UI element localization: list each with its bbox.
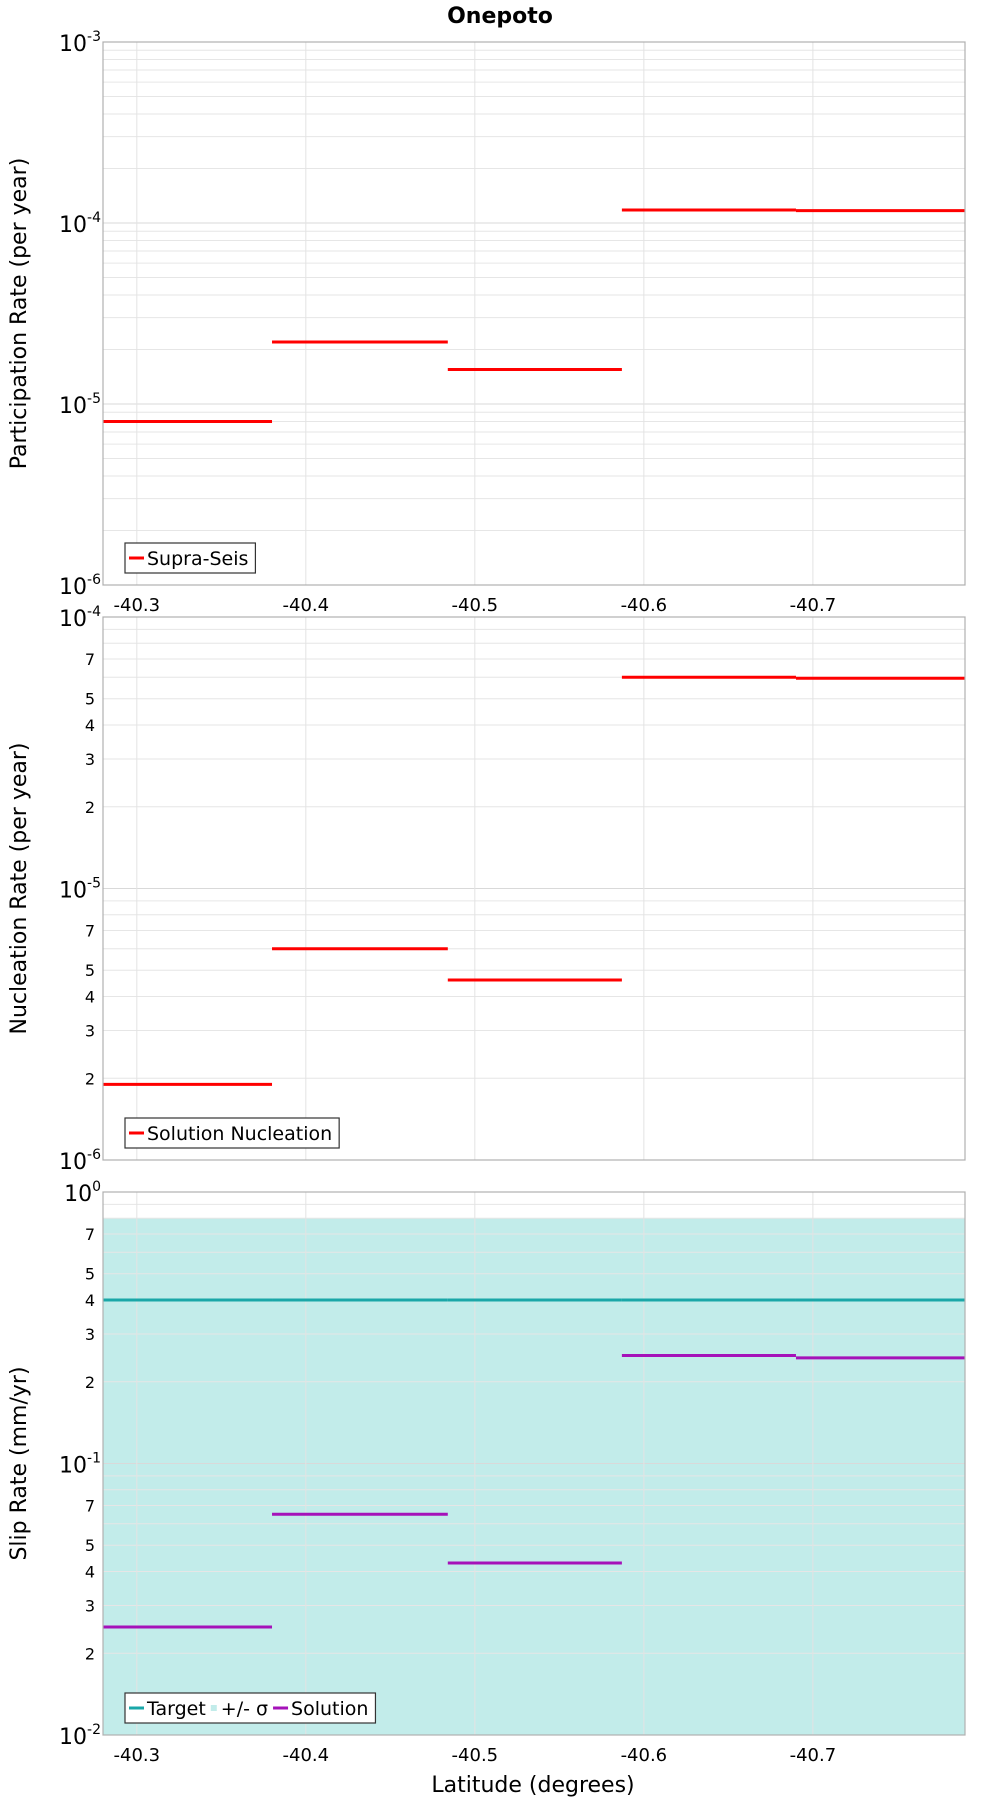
- y-tick-label: 4: [85, 1291, 95, 1310]
- y-tick-label: 10-4: [59, 604, 101, 632]
- panels: 10-6 10-5 10-4 10-3 -40.3 -40.4 -40.5 -40.6 -40.…: [7, 29, 966, 1766]
- x-tick-label: -40.3: [114, 595, 161, 616]
- y-tick-label: 7: [85, 922, 95, 941]
- y-tick-label: 2: [85, 1373, 95, 1392]
- y-tick-label: 10-2: [59, 1722, 101, 1750]
- y-tick-label: 7: [85, 1225, 95, 1244]
- x-tick-label: -40.7: [790, 1745, 837, 1766]
- sigma-band: [103, 1218, 965, 1735]
- legend-label: Solution Nucleation: [147, 1123, 332, 1145]
- y-axis-label: Nucleation Rate (per year): [7, 743, 32, 1035]
- plot-frame: [102, 616, 966, 1161]
- y-tick-label: 2: [85, 1069, 95, 1088]
- series-solution: [103, 1353, 965, 1629]
- panel-2: 10-6 2 3 4 5 7 10-5 2 3 4 5 7 10-4 Nucleation Rate (p…: [7, 604, 966, 1175]
- x-tick-label: -40.4: [283, 595, 330, 616]
- chart-title: Onepoto: [447, 4, 553, 29]
- plot-frame: [102, 41, 966, 586]
- series-solution-nucleation: [103, 675, 965, 1086]
- legend-label: Supra-Seis: [147, 548, 248, 570]
- y-tick-label: 5: [85, 690, 95, 709]
- legend-item: +/- σ: [210, 1698, 268, 1720]
- legend-box: [124, 1117, 340, 1149]
- y-tick-label: 4: [85, 988, 95, 1007]
- y-tick-label: 10-3: [59, 29, 101, 57]
- panel-1: 10-6 10-5 10-4 10-3 -40.3 -40.4 -40.5 -40.6 -40.…: [7, 29, 966, 616]
- x-tick-label: -40.3: [114, 1745, 161, 1766]
- legend-swatch: [210, 1705, 217, 1711]
- y-tick-label: 10-6: [59, 1147, 101, 1175]
- y-tick-label: 3: [85, 1021, 95, 1040]
- x-tick-label: -40.6: [621, 1745, 668, 1766]
- y-tick-label: 4: [85, 716, 95, 735]
- y-tick-label: 10-6: [59, 572, 101, 600]
- series-supra-seis: [103, 208, 965, 424]
- y-axis-label: Slip Rate (mm/yr): [7, 1366, 32, 1560]
- legend: Supra-Seis: [124, 542, 257, 574]
- y-tick-label: 10-1: [59, 1451, 101, 1479]
- y-tick-label: 7: [85, 1497, 95, 1516]
- legend-item: Target: [129, 1698, 206, 1720]
- y-tick-label: 100: [64, 1179, 101, 1207]
- plot-frame: [102, 1191, 966, 1736]
- legend-label: +/- σ: [221, 1698, 268, 1720]
- x-tick-label: -40.5: [452, 1745, 499, 1766]
- y-tick-label: 10-5: [59, 876, 101, 904]
- y-tick-label: 10-5: [59, 391, 101, 419]
- legend-item: Solution Nucleation: [129, 1123, 332, 1145]
- legend-item: Supra-Seis: [129, 548, 248, 570]
- plot-area: [103, 42, 965, 585]
- y-tick-label: 4: [85, 1563, 95, 1582]
- panel-3: 10-2 2 3 4 5 7 10-1 2 3 4 5 7 100 -40.3 -40.4 -40.5 -40.…: [7, 1179, 966, 1766]
- y-tick-label: 5: [85, 1265, 95, 1284]
- x-tick-label: -40.7: [790, 595, 837, 616]
- y-axis-label: Participation Rate (per year): [7, 158, 32, 470]
- legend: Solution Nucleation: [124, 1117, 340, 1149]
- x-tick-label: -40.5: [452, 595, 499, 616]
- y-tick-label: 5: [85, 961, 95, 980]
- legend-box: [124, 1692, 377, 1724]
- x-tick-label: -40.6: [621, 595, 668, 616]
- y-tick-label: 10-4: [59, 210, 101, 238]
- y-tick-label: 2: [85, 798, 95, 817]
- legend-label: Target: [146, 1698, 206, 1720]
- y-tick-label: 2: [85, 1644, 95, 1663]
- y-tick-label: 3: [85, 1596, 95, 1615]
- y-tick-label: 3: [85, 1325, 95, 1344]
- legend-label: Solution: [291, 1698, 368, 1720]
- y-tick-label: 3: [85, 750, 95, 769]
- legend-item: Solution: [273, 1698, 368, 1720]
- x-axis-label: Latitude (degrees): [431, 1773, 634, 1798]
- y-tick-label: 7: [85, 650, 95, 669]
- y-tick-label: 5: [85, 1536, 95, 1555]
- legend-box: [124, 542, 257, 574]
- legend: Target +/- σ Solution: [124, 1692, 377, 1724]
- x-tick-label: -40.4: [283, 1745, 330, 1766]
